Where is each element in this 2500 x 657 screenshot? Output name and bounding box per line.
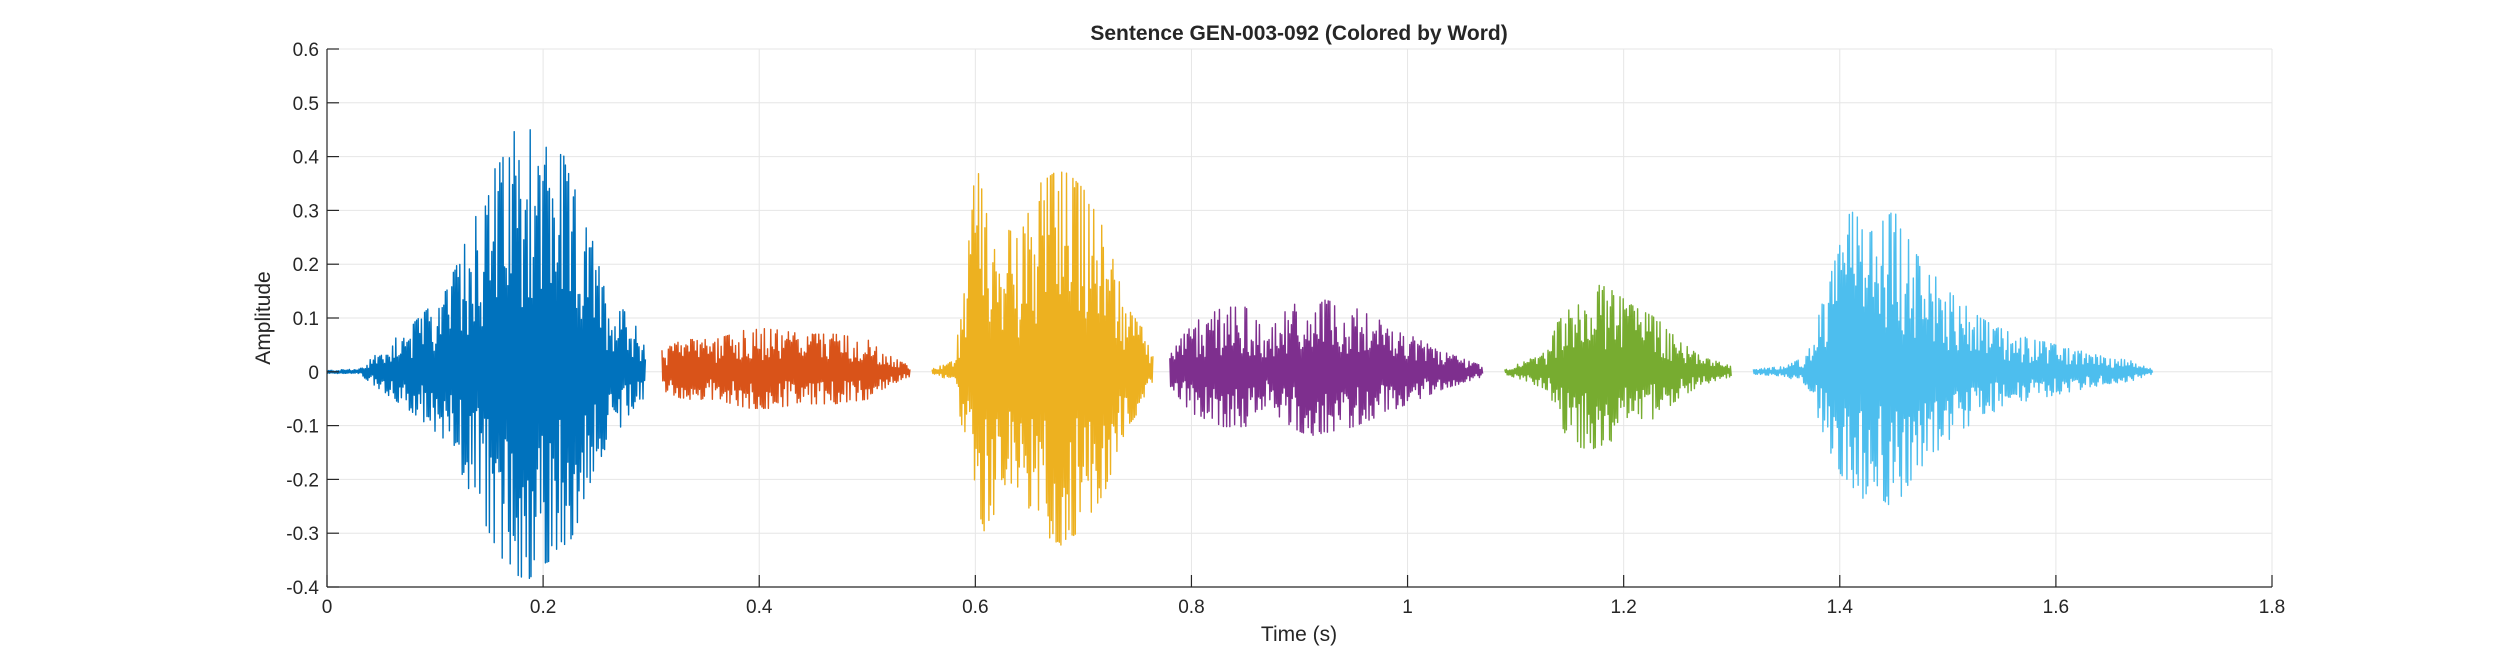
- y-tick-label: -0.4: [286, 578, 319, 599]
- y-tick-labels: -0.4 -0.3 -0.2 -0.1 0 0.1 0.2 0.3 0.4 0.5 0.6: [286, 40, 319, 599]
- y-tick-label: -0.2: [286, 470, 319, 491]
- word-segment-6: [1752, 211, 2154, 506]
- x-tick-label: 0: [322, 597, 333, 618]
- y-tick-label: 0.4: [293, 148, 320, 169]
- y-tick-label: 0.1: [293, 309, 319, 330]
- y-tick-label: 0: [308, 363, 319, 384]
- axes: [326, 48, 2273, 588]
- x-tick-label: 1.8: [2259, 597, 2285, 618]
- word-segment-4: [1169, 299, 1484, 436]
- chart-title: Sentence GEN-003-092 (Colored by Word): [1090, 22, 1507, 45]
- x-tick-labels: 0 0.2 0.4 0.6 0.8 1 1.2 1.4 1.6 1.8: [322, 597, 2286, 618]
- y-tick-label: -0.3: [286, 524, 319, 545]
- x-tick-label: 1.4: [1827, 597, 1854, 618]
- x-tick-label: 1.6: [2043, 597, 2069, 618]
- x-tick-label: 1: [1402, 597, 1413, 618]
- word-segment-5: [1504, 284, 1732, 450]
- x-tick-label: 0.8: [1178, 597, 1204, 618]
- x-tick-label: 0.4: [746, 597, 773, 618]
- y-tick-label: -0.1: [286, 417, 319, 438]
- x-tick-label: 1.2: [1610, 597, 1636, 618]
- y-tick-label: 0.5: [293, 94, 319, 115]
- y-tick-label: 0.2: [293, 255, 319, 276]
- word-segment-3: [931, 171, 1154, 546]
- y-tick-label: 0.3: [293, 201, 319, 222]
- waveform-series: [326, 129, 2154, 580]
- y-tick-label: 0.6: [293, 40, 319, 61]
- x-tick-label: 0.6: [962, 597, 988, 618]
- y-axis-label: Amplitude: [252, 271, 275, 364]
- word-segment-1: [326, 129, 647, 580]
- word-segment-2: [661, 328, 911, 410]
- x-tick-label: 0.2: [530, 597, 556, 618]
- x-axis-label: Time (s): [1261, 623, 1337, 646]
